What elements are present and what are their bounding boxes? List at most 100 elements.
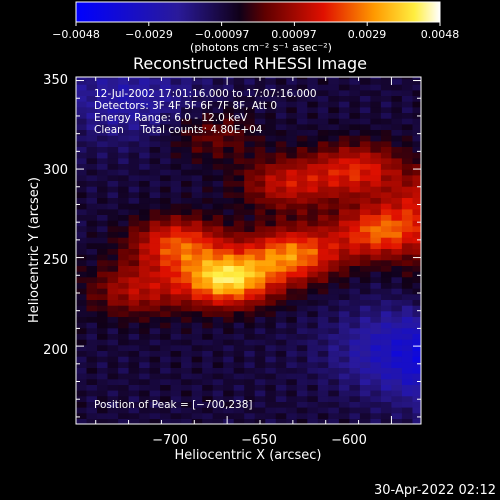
heatmap-pixel bbox=[349, 356, 361, 363]
heatmap-pixel bbox=[139, 316, 151, 323]
heatmap-pixel bbox=[76, 112, 88, 119]
heatmap-pixel bbox=[170, 78, 182, 85]
heatmap-pixel bbox=[233, 135, 245, 142]
heatmap-pixel bbox=[370, 180, 382, 187]
heatmap-pixel bbox=[380, 89, 392, 96]
heatmap-pixel bbox=[317, 248, 329, 255]
heatmap-pixel bbox=[317, 180, 329, 187]
heatmap-pixel bbox=[349, 384, 361, 391]
heatmap-pixel bbox=[139, 197, 151, 204]
heatmap-pixel bbox=[233, 339, 245, 346]
heatmap-pixel bbox=[296, 361, 308, 368]
heatmap-pixel bbox=[181, 412, 193, 419]
heatmap-pixel bbox=[139, 401, 151, 408]
heatmap-pixel bbox=[181, 112, 193, 119]
heatmap-pixel bbox=[170, 89, 182, 96]
heatmap-pixel bbox=[307, 288, 319, 295]
heatmap-pixel bbox=[191, 123, 203, 130]
heatmap-pixel bbox=[296, 282, 308, 289]
heatmap-pixel bbox=[401, 129, 413, 136]
heatmap-pixel bbox=[359, 299, 371, 306]
heatmap-pixel bbox=[233, 322, 245, 329]
heatmap-pixel bbox=[391, 373, 403, 380]
heatmap-pixel bbox=[107, 84, 119, 91]
heatmap-pixel bbox=[380, 248, 392, 255]
heatmap-pixel bbox=[223, 214, 235, 221]
heatmap-pixel bbox=[107, 310, 119, 317]
heatmap-pixel bbox=[181, 344, 193, 351]
heatmap-pixel bbox=[359, 123, 371, 130]
heatmap-pixel bbox=[412, 106, 421, 113]
heatmap-pixel bbox=[380, 276, 392, 283]
heatmap-pixel bbox=[275, 293, 287, 300]
heatmap-pixel bbox=[244, 220, 256, 227]
heatmap-pixel bbox=[401, 140, 413, 147]
heatmap-pixel bbox=[254, 140, 266, 147]
heatmap-pixel bbox=[202, 242, 214, 249]
heatmap-pixel bbox=[212, 77, 224, 80]
heatmap-pixel bbox=[212, 129, 224, 136]
heatmap-pixel bbox=[233, 276, 245, 283]
heatmap-pixel bbox=[286, 361, 298, 368]
heatmap-pixel bbox=[338, 299, 350, 306]
heatmap-pixel bbox=[265, 276, 277, 283]
heatmap-pixel bbox=[349, 78, 361, 85]
heatmap-pixel bbox=[202, 214, 214, 221]
heatmap-pixel bbox=[233, 89, 245, 96]
heatmap-pixel bbox=[286, 310, 298, 317]
heatmap-pixel bbox=[233, 118, 245, 125]
axis-ticks bbox=[76, 77, 421, 424]
heatmap-pixel bbox=[391, 356, 403, 363]
heatmap-pixel bbox=[328, 77, 340, 80]
heatmap-pixel bbox=[191, 254, 203, 261]
heatmap-pixel bbox=[233, 101, 245, 108]
heatmap-pixel bbox=[160, 276, 172, 283]
heatmap-pixel bbox=[181, 220, 193, 227]
heatmap-pixel bbox=[118, 225, 130, 232]
heatmap-pixel bbox=[317, 157, 329, 164]
heatmap-pixel bbox=[86, 186, 98, 193]
heatmap-pixel bbox=[328, 265, 340, 272]
heatmap-pixel bbox=[275, 327, 287, 334]
heatmap-pixel bbox=[223, 84, 235, 91]
heatmap-pixel bbox=[401, 163, 413, 170]
heatmap-pixel bbox=[349, 191, 361, 198]
heatmap-pixel bbox=[380, 356, 392, 363]
heatmap-pixel bbox=[412, 361, 421, 368]
heatmap-pixel bbox=[139, 203, 151, 210]
heatmap-pixel bbox=[254, 242, 266, 249]
heatmap-pixel bbox=[223, 361, 235, 368]
heatmap-pixel bbox=[370, 231, 382, 238]
heatmap-pixel bbox=[349, 299, 361, 306]
heatmap-pixel bbox=[370, 118, 382, 125]
heatmap-pixel bbox=[359, 101, 371, 108]
heatmap-pixel bbox=[286, 378, 298, 385]
heatmap-pixel bbox=[317, 146, 329, 153]
heatmap-pixel bbox=[118, 373, 130, 380]
heatmap-pixel bbox=[380, 401, 392, 408]
heatmap-pixel bbox=[391, 248, 403, 255]
heatmap-pixel bbox=[170, 288, 182, 295]
heatmap-pixel bbox=[86, 140, 98, 147]
info-line-time-range: 12-Jul-2002 17:01:16.000 to 17:07:16.000 bbox=[94, 88, 317, 100]
heatmap-pixel bbox=[160, 350, 172, 357]
heatmap-pixel bbox=[86, 214, 98, 221]
heatmap-pixel bbox=[191, 293, 203, 300]
heatmap-pixel bbox=[181, 208, 193, 215]
heatmap-pixel bbox=[118, 106, 130, 113]
heatmap-pixel bbox=[118, 350, 130, 357]
heatmap-pixel bbox=[275, 191, 287, 198]
heatmap-pixel bbox=[97, 373, 109, 380]
heatmap-pixel bbox=[128, 237, 140, 244]
heatmap-pixel bbox=[296, 265, 308, 272]
heatmap-pixel bbox=[97, 78, 109, 85]
heatmap-pixel bbox=[118, 367, 130, 374]
heatmap-pixel bbox=[307, 305, 319, 312]
heatmap-pixel bbox=[160, 191, 172, 198]
heatmap-pixel bbox=[265, 344, 277, 351]
heatmap-pixel bbox=[286, 367, 298, 374]
heatmap-pixel bbox=[265, 248, 277, 255]
heatmap-pixel bbox=[338, 231, 350, 238]
heatmap-pixel bbox=[296, 339, 308, 346]
